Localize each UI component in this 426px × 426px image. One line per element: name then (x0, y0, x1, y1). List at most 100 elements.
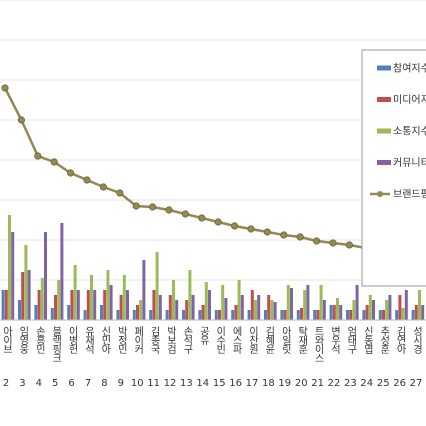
x-tick-label: 박정민 (115, 326, 127, 354)
rank-label: 9 (118, 378, 124, 389)
bar (240, 295, 244, 320)
bar (76, 290, 80, 320)
x-tick-label: 이찬원 (247, 326, 259, 354)
bar (204, 282, 208, 320)
x-tick-label: 트와이스 (312, 326, 324, 362)
x-tick-label: 박보검 (165, 326, 177, 354)
bar (368, 295, 372, 320)
x-tick-label: 임영웅 (17, 325, 29, 354)
line-marker (345, 241, 353, 249)
x-tick-label: 아이브 (1, 326, 13, 353)
rank-label: 20 (295, 378, 308, 389)
rank-label: 7 (85, 378, 91, 389)
line-marker (116, 189, 124, 197)
bar (44, 232, 47, 320)
rank-label: 4 (36, 378, 42, 389)
bar (103, 290, 107, 320)
bar (234, 305, 238, 320)
bar (421, 305, 425, 320)
bar (50, 308, 54, 320)
line-marker (132, 202, 140, 210)
bar (152, 290, 156, 320)
line-marker (50, 158, 58, 166)
bar (231, 310, 235, 320)
line-marker (99, 183, 108, 191)
bar (122, 275, 126, 320)
rank-label: 26 (393, 378, 406, 389)
legend-label: 소통지수 (393, 126, 426, 138)
bar (346, 310, 349, 320)
bar (339, 305, 343, 320)
rank-label: 18 (262, 378, 275, 389)
rank-label: 13 (180, 378, 193, 389)
bar (188, 270, 192, 320)
bar (90, 275, 93, 320)
bar (303, 290, 307, 320)
rank-label: 11 (147, 378, 160, 389)
bar (40, 278, 44, 320)
bar (306, 285, 310, 320)
bar (247, 310, 251, 320)
x-tick-label: 블랙핑크 (50, 326, 62, 362)
bar (158, 295, 162, 320)
bar (250, 290, 254, 320)
bar (401, 308, 405, 320)
bar (372, 300, 375, 320)
legend-label: 참여지수 (393, 63, 426, 75)
x-tick-label: 페이커 (132, 326, 144, 355)
rank-label: 22 (328, 378, 341, 389)
bar (132, 310, 136, 320)
rank-label: 19 (278, 378, 291, 389)
x-tick-label: 성시경 (411, 326, 423, 354)
bar (34, 305, 38, 320)
line-marker (149, 203, 157, 211)
line-marker (280, 231, 288, 239)
bar (332, 305, 336, 320)
bar (168, 295, 172, 320)
bar (316, 310, 320, 320)
line-marker (247, 225, 255, 233)
x-tick-label: 추성훈 (378, 326, 390, 354)
bar (172, 280, 175, 320)
bar (319, 285, 323, 320)
bar (264, 310, 267, 320)
bar (109, 285, 113, 320)
bar (270, 300, 274, 320)
bar (67, 305, 71, 320)
x-tick-label: 탁재훈 (296, 326, 308, 354)
rank-label: 8 (101, 378, 107, 389)
bar (201, 305, 205, 320)
rank-label: 5 (52, 378, 58, 389)
rank-label: 16 (229, 378, 242, 389)
bar (86, 290, 90, 320)
x-tick-label: 유재석 (83, 326, 95, 355)
x-tick-label: 신동엽 (361, 326, 373, 354)
bar (142, 260, 146, 320)
bar (378, 310, 382, 320)
bar (57, 280, 61, 320)
legend-label: 미디어지 (393, 94, 426, 106)
line-marker (17, 116, 25, 124)
bar (165, 310, 169, 320)
rank-label: 6 (68, 378, 74, 389)
bar (100, 305, 103, 320)
bar (362, 310, 366, 320)
x-tick-label: 이병헌 (66, 326, 78, 354)
line-marker (165, 206, 173, 214)
x-tick-label: 김종국 (148, 326, 160, 355)
bar (300, 308, 303, 320)
bar (414, 305, 418, 320)
bar (382, 310, 385, 320)
bar (21, 272, 25, 320)
line-marker (83, 176, 91, 184)
x-tick-label: 이수빈 (214, 326, 226, 354)
legend-label: 브랜드평 (393, 189, 426, 201)
x-tick-label: 김연아 (394, 326, 406, 355)
bar (336, 298, 339, 320)
bar (296, 310, 300, 320)
x-tick-label: 손흥민 (33, 326, 45, 354)
bar (214, 310, 218, 320)
bar (175, 300, 179, 320)
rank-label: 25 (377, 378, 390, 389)
